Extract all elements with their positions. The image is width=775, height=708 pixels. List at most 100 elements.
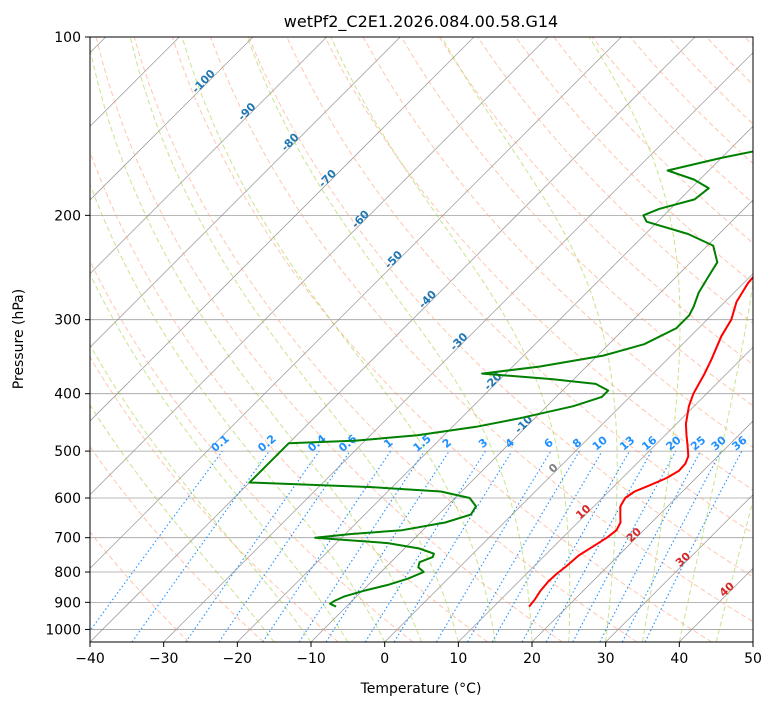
- isotherm-line: [605, 494, 753, 642]
- dry-adiabat-line: [210, 37, 753, 623]
- y-tick-label: 400: [54, 387, 81, 403]
- y-tick-label: 500: [54, 444, 81, 460]
- mixing-ratio-line: [218, 450, 351, 642]
- isotherm-line: [679, 567, 753, 642]
- chart-title: wetPf2_C2E1.2026.084.00.58.G14: [284, 12, 558, 32]
- mixing-ratio-label: 30: [709, 433, 729, 453]
- mixing-ratio-line: [599, 450, 701, 642]
- dry-adiabat-line: [400, 37, 753, 407]
- dry-adiabat-line: [90, 531, 190, 642]
- mixing-ratio-label: 3: [476, 436, 490, 451]
- isotherm-line: [90, 37, 622, 569]
- dry-adiabat-line: [90, 445, 264, 642]
- dry-adiabat-line: [248, 37, 753, 578]
- mixing-ratio-line: [298, 450, 425, 642]
- mixing-ratio-line: [393, 450, 513, 642]
- dry-adiabat-line: [90, 259, 414, 642]
- mixing-ratio-line: [572, 450, 677, 642]
- moist-adiabat-line: [678, 280, 753, 642]
- mixing-ratio-line: [131, 450, 270, 642]
- isotherm-label: -40: [416, 288, 439, 312]
- y-tick-label: 200: [54, 208, 81, 224]
- isotherm-line: [237, 125, 753, 642]
- mixing-ratio-line: [90, 450, 223, 632]
- x-axis-title: Temperature (°C): [360, 681, 482, 697]
- isotherm-line: [90, 37, 475, 422]
- moist-adiabat-line: [330, 37, 571, 642]
- isotherm-line: [90, 37, 327, 275]
- mixing-ratio-label: 10: [590, 433, 610, 453]
- temperature-label: 20: [624, 525, 644, 545]
- x-tick-label: −10: [296, 651, 326, 667]
- isotherm-line: [163, 52, 753, 642]
- dry-adiabat-line: [515, 37, 753, 284]
- moist-adiabat-line: [715, 499, 753, 642]
- temperature-profile-line: [528, 275, 753, 608]
- dry-adiabat-line: [706, 37, 753, 86]
- mixing-ratio-line: [621, 450, 722, 642]
- isotherm-line: [752, 641, 753, 642]
- mixing-ratio-line: [262, 450, 392, 642]
- y-tick-label: 600: [54, 491, 81, 507]
- mixing-ratio-label: 16: [639, 433, 659, 453]
- mixing-ratio-line: [185, 450, 320, 642]
- mixing-ratio-line: [521, 450, 630, 642]
- moist-adiabat-line: [90, 182, 386, 642]
- mixing-ratio-line: [644, 450, 743, 642]
- mixing-ratio-label: 8: [570, 436, 584, 451]
- isotherm-label: -70: [316, 167, 339, 191]
- isotherm-line: [531, 420, 753, 642]
- isotherm-label: -30: [447, 330, 470, 354]
- moist-adiabat-line: [246, 37, 533, 642]
- moist-adiabat-line: [90, 46, 422, 642]
- x-tick-label: −40: [75, 651, 105, 667]
- isotherm-label: -60: [349, 207, 372, 231]
- moist-adiabat-line: [90, 272, 349, 642]
- x-tick-label: −20: [223, 651, 253, 667]
- y-tick-label: 700: [54, 531, 81, 547]
- y-tick-label: 300: [54, 313, 81, 329]
- y-tick-label: 800: [54, 565, 81, 581]
- y-tick-label: 1000: [45, 622, 81, 638]
- isotherm-label: -100: [189, 67, 218, 96]
- dry-adiabat-line: [324, 37, 753, 491]
- x-tick-label: 10: [449, 651, 467, 667]
- isotherm-line: [90, 37, 696, 642]
- isotherm-line: [90, 37, 254, 201]
- moist-adiabat-line: [90, 343, 312, 642]
- moist-adiabat-line: [90, 404, 275, 642]
- mixing-ratio-label: 2: [440, 436, 454, 451]
- dry-adiabat-line: [90, 356, 339, 642]
- isotherm-line: [384, 273, 753, 642]
- plot-frame: [89, 36, 754, 643]
- isotherm-line: [458, 346, 753, 642]
- isotherm-label: -80: [279, 130, 302, 154]
- mixing-ratio-label: 36: [730, 433, 750, 453]
- moist-adiabat-line: [441, 37, 618, 642]
- moist-adiabat-line: [588, 37, 681, 642]
- mixing-ratio-line: [325, 450, 450, 642]
- temperature-label: 30: [673, 549, 693, 569]
- dry-adiabat-line: [438, 37, 753, 366]
- mixing-ratio-line: [545, 450, 653, 642]
- x-tick-label: 20: [523, 651, 541, 667]
- x-tick-label: −30: [149, 651, 179, 667]
- dewpoint-profile-line: [248, 150, 753, 608]
- dry-adiabat-line: [90, 150, 488, 642]
- profile-lines: [248, 150, 753, 608]
- isotherm-label: -50: [382, 248, 405, 272]
- background-lines: [90, 37, 753, 642]
- dry-adiabat-line: [133, 37, 638, 642]
- y-tick-label: 100: [54, 30, 81, 46]
- mixing-ratio-label: 20: [664, 433, 684, 453]
- mixing-ratio-label: 13: [617, 434, 637, 454]
- x-tick-label: 50: [744, 651, 762, 667]
- x-tick-label: 40: [670, 651, 688, 667]
- y-axis-title: Pressure (hPa): [11, 289, 27, 389]
- moist-adiabat-line: [181, 37, 496, 642]
- x-tick-label: 30: [597, 651, 615, 667]
- x-tick-label: 0: [380, 651, 389, 667]
- dry-adiabat-line: [744, 37, 753, 47]
- moist-adiabat-line: [129, 37, 459, 642]
